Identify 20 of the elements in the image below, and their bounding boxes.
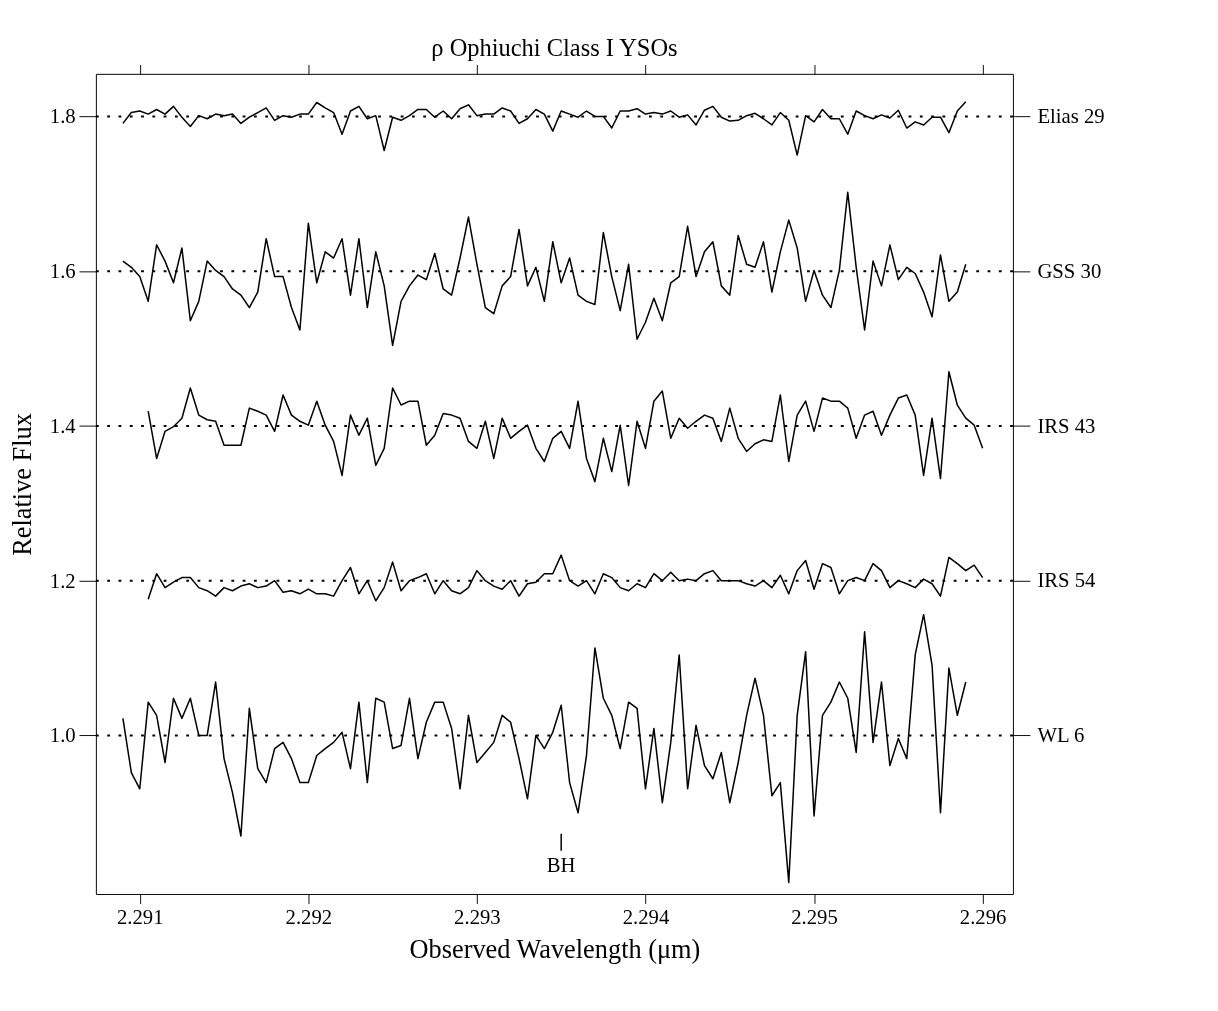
legend-label: IRS 43 [1037,414,1096,437]
legend-label: WL 6 [1037,724,1085,746]
y-tick-label: 1.2 [49,569,76,592]
x-tick-label: 2.291 [116,905,164,928]
legend-label: IRS 54 [1037,569,1097,592]
y-tick-label: 1.6 [49,260,76,283]
x-tick-label: 2.296 [959,905,1007,928]
y-tick-label: 1.4 [49,414,77,437]
x-tick-label: 2.294 [622,905,670,928]
y-tick-label: 1.8 [49,105,76,128]
x-tick-label: 2.293 [454,905,501,928]
legend-label: Elias 29 [1037,105,1105,128]
x-tick-label: 2.292 [285,905,333,928]
ref-line-label: BH [546,854,576,877]
x-tick-label: 2.295 [791,905,838,928]
chart-title: ρ Ophiuchi Class I YSOs [431,33,678,61]
y-axis-title: Relative Flux [8,413,38,556]
x-axis-title: Observed Wavelength (μm) [409,934,701,964]
y-tick-label: 1.0 [49,724,76,747]
legend-label: GSS 30 [1037,259,1102,282]
